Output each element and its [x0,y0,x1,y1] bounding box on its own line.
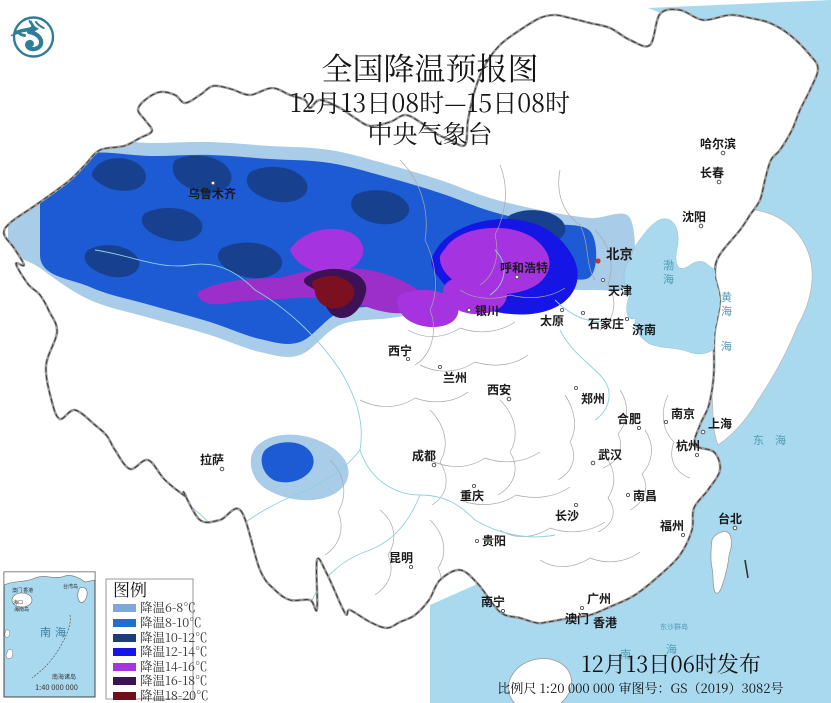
svg-text:广州: 广州 [587,590,611,607]
svg-text:重庆: 重庆 [460,487,484,504]
svg-text:海口: 海口 [13,599,23,606]
svg-text:海: 海 [663,271,674,287]
svg-text:海: 海 [775,432,786,448]
svg-text:乌鲁木齐: 乌鲁木齐 [188,185,236,202]
svg-text:审图号：GS（2019）3082号: 审图号：GS（2019）3082号 [619,678,784,697]
svg-text:海: 海 [721,338,732,354]
svg-text:贵阳: 贵阳 [482,532,506,549]
svg-text:福州: 福州 [660,517,684,534]
svg-text:东沙群岛: 东沙群岛 [660,622,688,632]
svg-text:长春: 长春 [700,164,724,181]
svg-text:西安: 西安 [487,381,511,398]
svg-text:太原: 太原 [540,312,564,329]
svg-text:南海诸岛: 南海诸岛 [52,672,76,681]
svg-text:长沙: 长沙 [555,507,579,524]
svg-text:台北: 台北 [718,510,742,527]
svg-text:降温18-20℃: 降温18-20℃ [140,686,209,703]
svg-text:哈尔滨: 哈尔滨 [700,135,736,152]
svg-text:海: 海 [721,303,732,319]
svg-text:郑州: 郑州 [581,390,605,407]
svg-text:合肥: 合肥 [617,410,641,427]
svg-text:台湾岛: 台湾岛 [63,583,78,590]
svg-text:1:40 000 000: 1:40 000 000 [35,682,78,693]
svg-text:比例尺 1:20 000 000: 比例尺 1:20 000 000 [497,678,614,697]
svg-text:南海: 南海 [40,624,70,640]
svg-text:南昌: 南昌 [633,487,657,504]
svg-text:北京: 北京 [606,243,633,263]
svg-text:昆明: 昆明 [389,549,413,566]
svg-text:澳门: 澳门 [565,610,589,627]
svg-text:香港: 香港 [593,614,617,631]
svg-text:济南: 济南 [632,321,656,338]
svg-text:呼和浩特: 呼和浩特 [500,259,548,276]
svg-text:兰州: 兰州 [443,369,467,386]
svg-text:石家庄: 石家庄 [588,315,624,332]
svg-text:西宁: 西宁 [388,342,412,359]
svg-text:天津: 天津 [608,282,632,299]
svg-text:12月13日06时发布: 12月13日06时发布 [581,648,761,679]
svg-text:南京: 南京 [671,405,695,422]
svg-text:中央气象台: 中央气象台 [367,115,492,151]
svg-text:上海: 上海 [708,415,732,432]
svg-text:银川: 银川 [475,302,499,319]
svg-text:海南岛: 海南岛 [14,606,29,613]
svg-text:成都: 成都 [412,447,436,464]
svg-text:武汉: 武汉 [598,446,622,463]
svg-text:拉萨: 拉萨 [200,451,224,468]
svg-text:杭州: 杭州 [676,437,700,454]
svg-text:全国降温预报图: 全国降温预报图 [322,44,539,89]
svg-text:沈阳: 沈阳 [682,208,706,225]
svg-text:东: 东 [753,432,764,448]
svg-text:南宁: 南宁 [481,593,505,610]
svg-text:澳门 香港: 澳门 香港 [12,587,33,594]
